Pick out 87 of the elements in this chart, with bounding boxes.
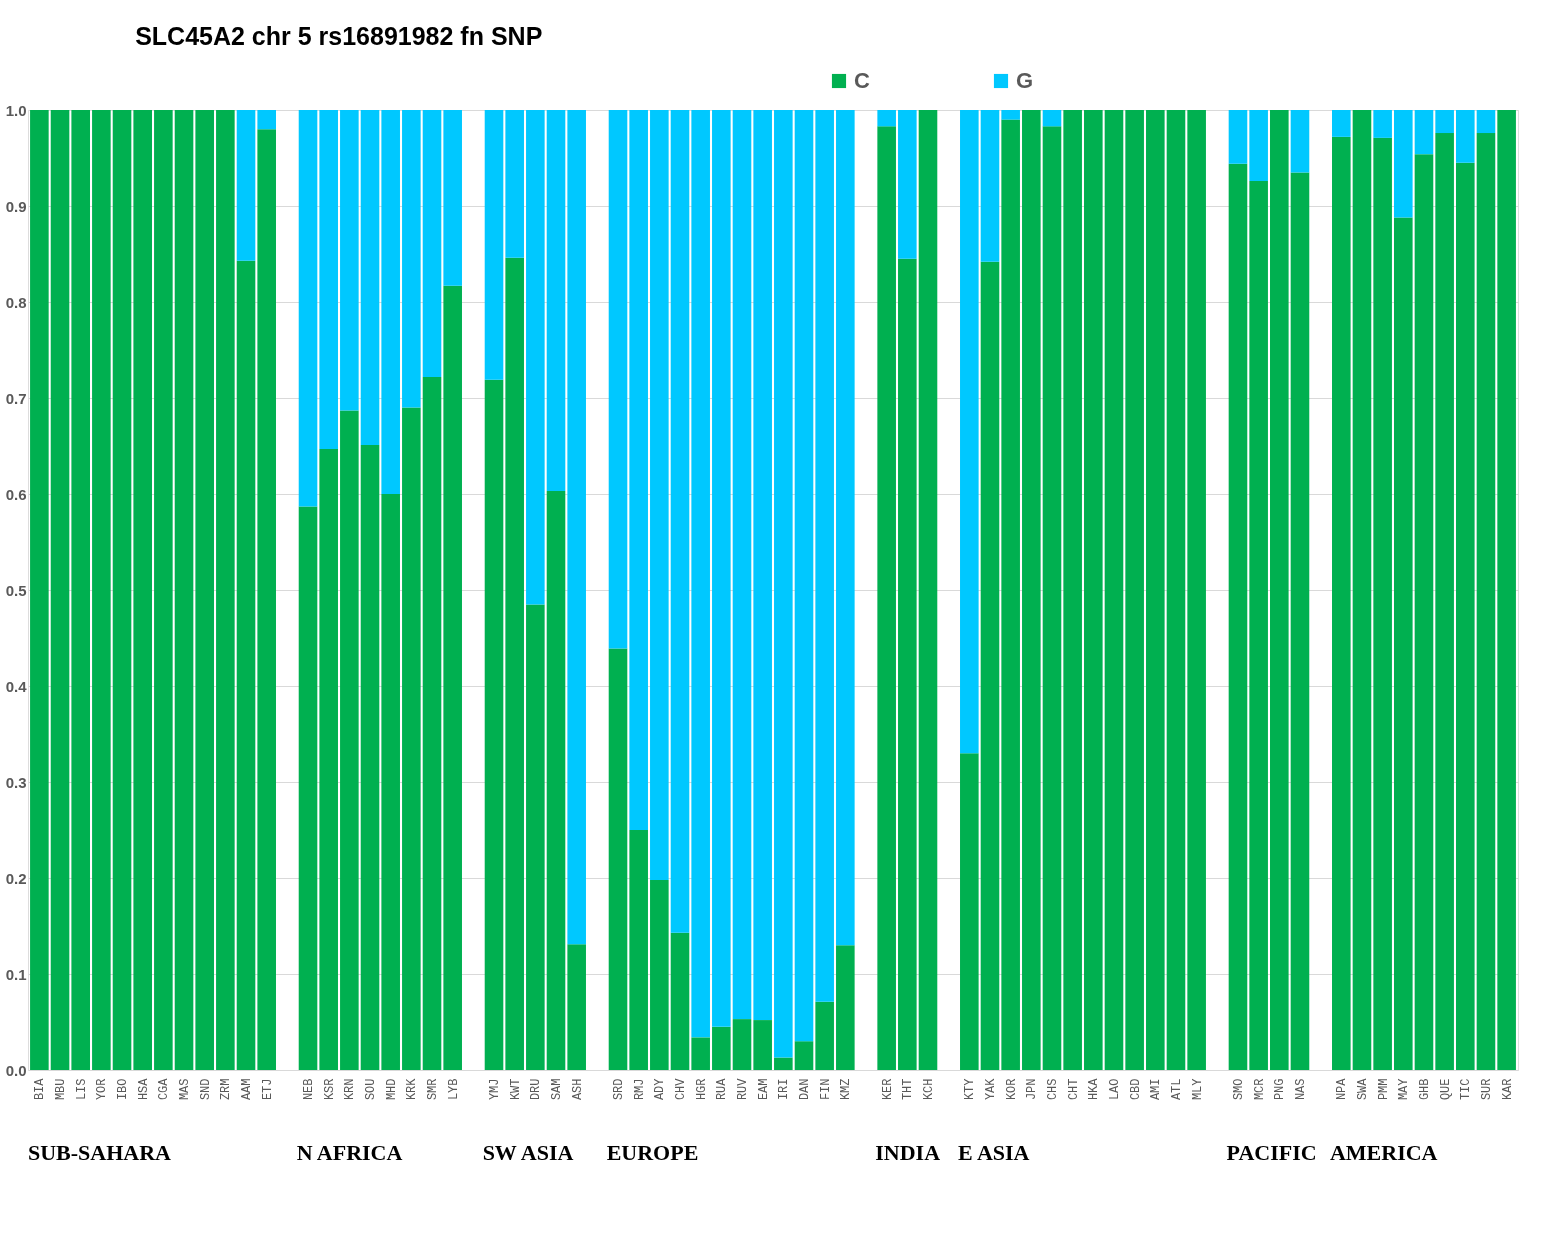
text: N AFRICA (296, 1140, 403, 1165)
x-tick-label: KRN (343, 1078, 358, 1101)
text: SW ASIA (482, 1140, 574, 1165)
x-tick-label: SMO (1231, 1078, 1246, 1101)
x-tick-label: RUA (715, 1077, 730, 1101)
x-tick-label: SWA (1355, 1077, 1370, 1101)
x-tick-label: PMM (1376, 1078, 1391, 1101)
x-tick-label: ETJ (260, 1078, 275, 1101)
x-tick-label: ZRM (219, 1078, 234, 1101)
x-tick-label: KCH (921, 1078, 936, 1101)
y-tick-label: 0.8 (5, 293, 27, 311)
y-tick-label: 0.1 (5, 965, 27, 983)
x-tick-label: IBO (116, 1078, 131, 1101)
text: INDIA (875, 1140, 941, 1165)
x-tick-label: BIA (33, 1077, 48, 1101)
x-tick-label: LIS (74, 1078, 89, 1101)
x-tick-label: KSR (322, 1078, 337, 1101)
x-tick-label: YMJ (488, 1078, 503, 1101)
x-tick-label: AAM (240, 1078, 255, 1101)
x-tick-label: KOR (1004, 1078, 1019, 1101)
x-tick-label: KER (880, 1078, 895, 1101)
text: AMERICA (1329, 1140, 1438, 1165)
x-tick-label: KTY (963, 1078, 978, 1101)
x-tick-label: NPA (1335, 1077, 1350, 1101)
x-tick-label: SUR (1479, 1078, 1494, 1101)
x-tick-label: KRK (405, 1077, 420, 1101)
x-tick-label: SOU (364, 1078, 379, 1101)
y-tick-label: 0.0 (5, 1061, 27, 1079)
x-tick-label: YAK (983, 1077, 998, 1101)
x-tick-label: PNG (1273, 1078, 1288, 1101)
x-tick-label: DAN (798, 1078, 812, 1101)
x-tick-label: MCR (1252, 1078, 1267, 1101)
text: E ASIA (957, 1140, 1030, 1165)
x-tick-label: QUE (1438, 1078, 1453, 1101)
x-tick-label: MLY (1190, 1078, 1205, 1101)
x-tick-label: KWT (508, 1078, 523, 1101)
text: PACIFIC (1226, 1140, 1317, 1165)
x-tick-label: SND (198, 1078, 213, 1101)
x-tick-label: CGA (157, 1077, 172, 1101)
x-tick-label: IRI (777, 1078, 792, 1101)
x-tick-label: MBU (54, 1078, 69, 1101)
text: SUB-SAHARA (27, 1140, 172, 1165)
x-tick-label: NEB (302, 1078, 317, 1101)
legend-label: G (1016, 68, 1034, 93)
y-tick-label: 0.3 (5, 773, 27, 791)
x-tick-label: CBD (1128, 1078, 1143, 1101)
x-tick-label: CHS (1045, 1078, 1060, 1101)
x-tick-label: FIN (818, 1078, 833, 1101)
y-tick-label: 0.5 (5, 581, 27, 599)
x-tick-label: ATL (1169, 1078, 1184, 1101)
x-tick-label: HKA (1087, 1077, 1102, 1101)
y-tick-label: 0.4 (5, 677, 28, 695)
x-tick-label: MAY (1397, 1078, 1412, 1101)
y-tick-label: 0.6 (5, 485, 27, 503)
text: EUROPE (606, 1140, 699, 1165)
x-tick-label: RMJ (632, 1078, 647, 1101)
x-tick-label: GHB (1417, 1078, 1432, 1101)
x-tick-label: SRD (612, 1078, 627, 1101)
x-tick-label: CHT (1066, 1078, 1081, 1101)
x-tick-label: MAS (178, 1078, 193, 1101)
y-tick-label: 0.7 (5, 389, 27, 407)
x-tick-label: RUV (736, 1077, 750, 1101)
x-tick-label: YOR (95, 1078, 110, 1101)
x-tick-label: TIC (1459, 1078, 1474, 1101)
x-tick-label: DRU (529, 1078, 544, 1101)
y-tick-label: 0.2 (5, 869, 27, 887)
x-tick-label: HGR (694, 1078, 709, 1101)
x-tick-label: AMI (1149, 1078, 1164, 1101)
x-tick-label: LAO (1107, 1078, 1122, 1101)
legend-label: C (854, 68, 870, 93)
x-tick-label: EAM (756, 1078, 771, 1101)
x-tick-label: ADY (653, 1078, 668, 1101)
x-tick-label: THT (901, 1078, 916, 1101)
x-tick-label: MHD (384, 1078, 399, 1101)
y-tick-label: 0.9 (5, 197, 27, 215)
y-tick-label: 1.0 (5, 101, 27, 119)
x-tick-label: CHV (674, 1077, 688, 1101)
x-tick-label: LYB (446, 1078, 461, 1101)
x-tick-label: ASH (570, 1078, 585, 1101)
chart-title: SLC45A2 chr 5 rs16891982 fn SNP (135, 22, 543, 50)
x-tick-label: SAM (550, 1078, 565, 1101)
x-tick-label: JPN (1025, 1078, 1040, 1101)
x-tick-label: KMZ (839, 1078, 854, 1101)
x-tick-label: KAR (1500, 1078, 1515, 1101)
x-tick-label: NAS (1293, 1078, 1308, 1101)
x-tick-label: HSA (136, 1077, 151, 1101)
x-tick-label: SMR (426, 1078, 441, 1101)
